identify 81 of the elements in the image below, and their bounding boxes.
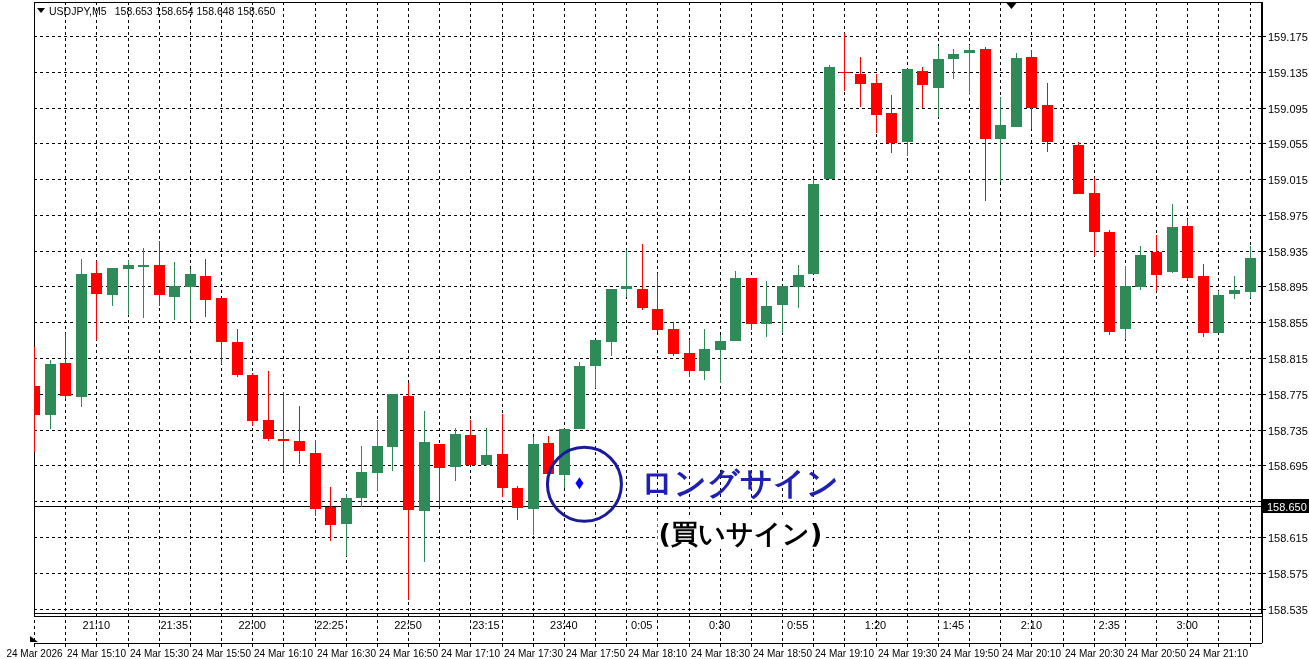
x2-tick-label: 22:00: [238, 619, 266, 631]
chart-title: USDJPY,M5: [49, 5, 107, 17]
x2-tick-label: 2:35: [1098, 619, 1120, 631]
candlestick: [185, 268, 196, 321]
candlestick: [621, 249, 632, 298]
x2-tick-label: 23:40: [550, 619, 578, 631]
x2-tick-label: 0:05: [631, 619, 653, 631]
x-tick-label: 24 Mar 15:10: [67, 647, 127, 659]
candlestick: [964, 44, 975, 96]
candlestick: [699, 328, 710, 381]
x-tick-label: 24 Mar 20:10: [1002, 647, 1062, 659]
candlestick: [855, 56, 866, 108]
candlestick: [294, 405, 305, 465]
x2-tick-label: 22:50: [394, 619, 422, 631]
candlestick: [948, 48, 959, 80]
candlestick: [637, 243, 648, 311]
x2-tick-label: 22:25: [316, 619, 344, 631]
x-tick-label: 24 Mar 19:10: [815, 647, 875, 659]
candlestick: [839, 32, 850, 92]
candlestick: [1151, 234, 1162, 292]
annotation: (買いサイン): [658, 517, 823, 549]
y-tick-label: 159.095: [1268, 102, 1308, 115]
candlestick: [263, 370, 274, 442]
x2-tick-label: 1:45: [942, 619, 965, 631]
y-tick-label: 158.975: [1268, 209, 1308, 222]
x-tick-label: 24 Mar 18:10: [628, 647, 688, 659]
x-tick-label: 24 Mar 16:50: [379, 647, 439, 659]
x-tick-label: 24 Mar 19:30: [878, 647, 938, 659]
x-tick-label: 24 Mar 16:10: [254, 647, 314, 659]
candlestick: [325, 486, 336, 542]
candlestick: [138, 247, 149, 319]
x-tick-label: 24 Mar 16:30: [317, 647, 377, 659]
y-tick-label: 158.735: [1268, 424, 1308, 437]
x-tick-label: 24 Mar 20:50: [1127, 647, 1187, 659]
x-tick-label: 24 Mar 15:30: [130, 647, 190, 659]
chart-subtitle: 158.653 158.654 158.648 158.650: [114, 5, 276, 17]
candlestick: [793, 264, 804, 309]
candlestick: [169, 261, 180, 321]
candlestick: [777, 285, 788, 334]
y-tick-label: 158.895: [1268, 280, 1308, 293]
x2-tick-label: 2:10: [1020, 619, 1043, 631]
candlestick: [995, 96, 1006, 183]
x2-tick-label: 0:55: [786, 619, 809, 631]
x2-tick-label: 0:30: [708, 619, 731, 631]
x-tick-label: 24 Mar 19:50: [940, 647, 1000, 659]
x2-tick-label: 23:15: [472, 619, 500, 631]
x-tick-label: 24 Mar 18:30: [691, 647, 751, 659]
y-tick-label: 159.135: [1268, 66, 1308, 79]
x-tick-label: 24 Mar 21:10: [1189, 647, 1249, 659]
y-tick-label: 158.575: [1268, 567, 1308, 580]
y-tick-label: 158.815: [1268, 352, 1308, 365]
candlestick: [917, 66, 928, 109]
candlestick: [652, 272, 663, 333]
annotation: ロングサイン: [641, 464, 840, 503]
x-tick-label: 24 Mar 17:30: [504, 647, 564, 659]
y-tick-label: 158.535: [1268, 603, 1308, 616]
y-tick-label: 158.615: [1268, 531, 1308, 544]
y-tick-label: 159.055: [1268, 137, 1308, 150]
x2-tick-label: 21:35: [160, 619, 189, 631]
y-tick-label: 158.775: [1268, 388, 1308, 401]
x-tick-label: 24 Mar 18:50: [753, 647, 813, 659]
y-tick-label: 158.935: [1268, 245, 1308, 258]
x-tick-label: 24 Mar 17:10: [441, 647, 501, 659]
candlestick: [761, 280, 772, 338]
y-tick-label: 159.175: [1268, 30, 1308, 43]
x-tick-label: 24 Mar 2026: [6, 647, 64, 659]
x-tick-label: 24 Mar 17:50: [566, 647, 626, 659]
candlestick: [684, 339, 695, 378]
x2-tick-label: 21:10: [82, 619, 111, 631]
y-tick-label: 159.015: [1268, 173, 1308, 186]
candlestick: [123, 259, 134, 316]
candlestick: [715, 334, 726, 384]
y-tick-label: 158.695: [1268, 459, 1308, 472]
x-tick-label: 24 Mar 20:30: [1065, 647, 1125, 659]
candlestick: [91, 260, 102, 341]
candlestick: [1229, 275, 1240, 300]
x-tick-label: 24 Mar 15:50: [192, 647, 252, 659]
ref-line-label: 158.650: [1267, 500, 1307, 513]
candlestick: [512, 485, 523, 521]
y-tick-label: 158.855: [1268, 316, 1308, 329]
candlestick: [481, 427, 492, 467]
